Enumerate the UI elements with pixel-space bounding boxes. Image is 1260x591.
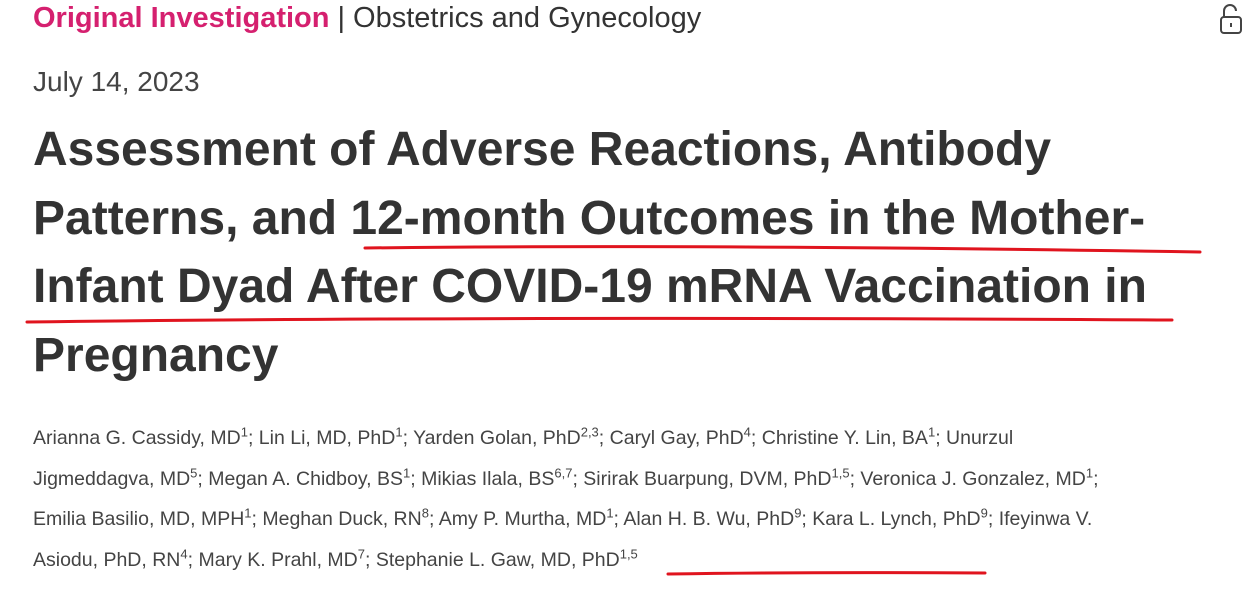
affiliation: 4 bbox=[743, 424, 751, 440]
author-name: Meghan Duck, RN bbox=[262, 508, 422, 530]
author: Mikias Ilala, BS6,7 bbox=[421, 465, 583, 490]
author-name: Arianna G. Cassidy, MD bbox=[33, 427, 241, 449]
section: Obstetrics and Gynecology bbox=[353, 2, 702, 34]
affiliation: 9 bbox=[980, 505, 988, 521]
author-name: Ifeyinwa V. Asiodu, PhD, RN bbox=[33, 508, 1093, 571]
affiliation: 1 bbox=[240, 424, 248, 440]
affiliation: 1 bbox=[244, 505, 252, 521]
title: Assessment of Adverse Reactions, Antibod… bbox=[33, 116, 1147, 390]
affiliation: 5 bbox=[190, 465, 198, 480]
title-line: Assessment of Adverse Reactions, Antibod… bbox=[33, 123, 1052, 176]
author: Sirirak Buarpung, DVM, PhD1,5 bbox=[583, 465, 860, 490]
author-name: Amy P. Murtha, MD bbox=[438, 508, 607, 530]
author: Stephanie L. Gaw, MD, PhD1,5 bbox=[375, 546, 638, 571]
author: Alan H. B. Wu, PhD9 bbox=[623, 505, 812, 531]
affiliation: 4 bbox=[180, 546, 188, 561]
date: July 14, 2023 bbox=[33, 66, 200, 97]
author-name: Christine Y. Lin, BA bbox=[761, 427, 928, 449]
affiliation: 6,7 bbox=[554, 465, 573, 480]
author-name: Stephanie L. Gaw, MD, PhD bbox=[375, 548, 620, 571]
author-name: Unurzul Jigmeddagva, MD bbox=[33, 427, 1014, 490]
affiliation: 1,5 bbox=[619, 546, 638, 561]
author: Lin Li, MD, PhD1 bbox=[258, 424, 413, 450]
author-name: Alan H. B. Wu, PhD bbox=[623, 508, 795, 530]
author: Amy P. Murtha, MD1 bbox=[438, 505, 624, 531]
lock-icon bbox=[1220, 4, 1242, 34]
author: Veronica J. Gonzalez, MD1 bbox=[860, 465, 1098, 490]
author-name: Mary K. Prahl, MD bbox=[198, 548, 358, 571]
author: Emilia Basilio, MD, MPH1 bbox=[33, 505, 262, 531]
author: Christine Y. Lin, BA1 bbox=[761, 424, 946, 450]
affiliation: 1 bbox=[403, 465, 411, 480]
affiliation: 7 bbox=[357, 546, 365, 561]
author-name: Megan A. Chidboy, BS bbox=[208, 467, 403, 490]
author-name: Kara L. Lynch, PhD bbox=[812, 508, 981, 530]
author: Yarden Golan, PhD2,3 bbox=[413, 424, 610, 450]
author: Mary K. Prahl, MD7 bbox=[198, 546, 375, 571]
affiliation: 1 bbox=[927, 424, 936, 440]
affiliation: 1 bbox=[606, 505, 614, 521]
author-name: Caryl Gay, PhD bbox=[609, 427, 744, 449]
author-name: Emilia Basilio, MD, MPH bbox=[33, 508, 245, 530]
author-name: Lin Li, MD, PhD bbox=[258, 427, 396, 449]
affiliation: 1 bbox=[1085, 465, 1094, 480]
header: Original Investigation Obstetrics and Gyn… bbox=[33, 2, 701, 35]
affiliation: 1 bbox=[395, 424, 403, 440]
affiliation: 8 bbox=[421, 505, 429, 521]
author: Megan A. Chidboy, BS1 bbox=[208, 465, 421, 490]
author: Caryl Gay, PhD4 bbox=[609, 424, 762, 450]
article-type: Original Investigation bbox=[33, 2, 330, 34]
separator bbox=[330, 2, 354, 34]
author-name: Sirirak Buarpung, DVM, PhD bbox=[583, 467, 832, 490]
affiliation: 1,5 bbox=[831, 465, 850, 480]
author-name: Veronica J. Gonzalez, MD bbox=[860, 467, 1086, 490]
author: Kara L. Lynch, PhD9 bbox=[812, 505, 998, 531]
author-name: Yarden Golan, PhD bbox=[413, 427, 581, 449]
author-list: Arianna G. Cassidy, MD1 Lin Li, MD, PhD1… bbox=[33, 418, 1133, 580]
author: Meghan Duck, RN8 bbox=[262, 505, 438, 531]
author-name: Mikias Ilala, BS bbox=[421, 467, 555, 490]
title-line: Pregnancy bbox=[33, 328, 279, 382]
title-line: Patterns, and 12-month Outcomes in the M… bbox=[33, 191, 1146, 245]
title-line: Infant Dyad After COVID-19 mRNA Vaccinat… bbox=[33, 260, 1147, 313]
affiliation: 2,3 bbox=[580, 424, 599, 440]
affiliation: 9 bbox=[794, 505, 802, 521]
author: Arianna G. Cassidy, MD1 bbox=[33, 424, 259, 450]
